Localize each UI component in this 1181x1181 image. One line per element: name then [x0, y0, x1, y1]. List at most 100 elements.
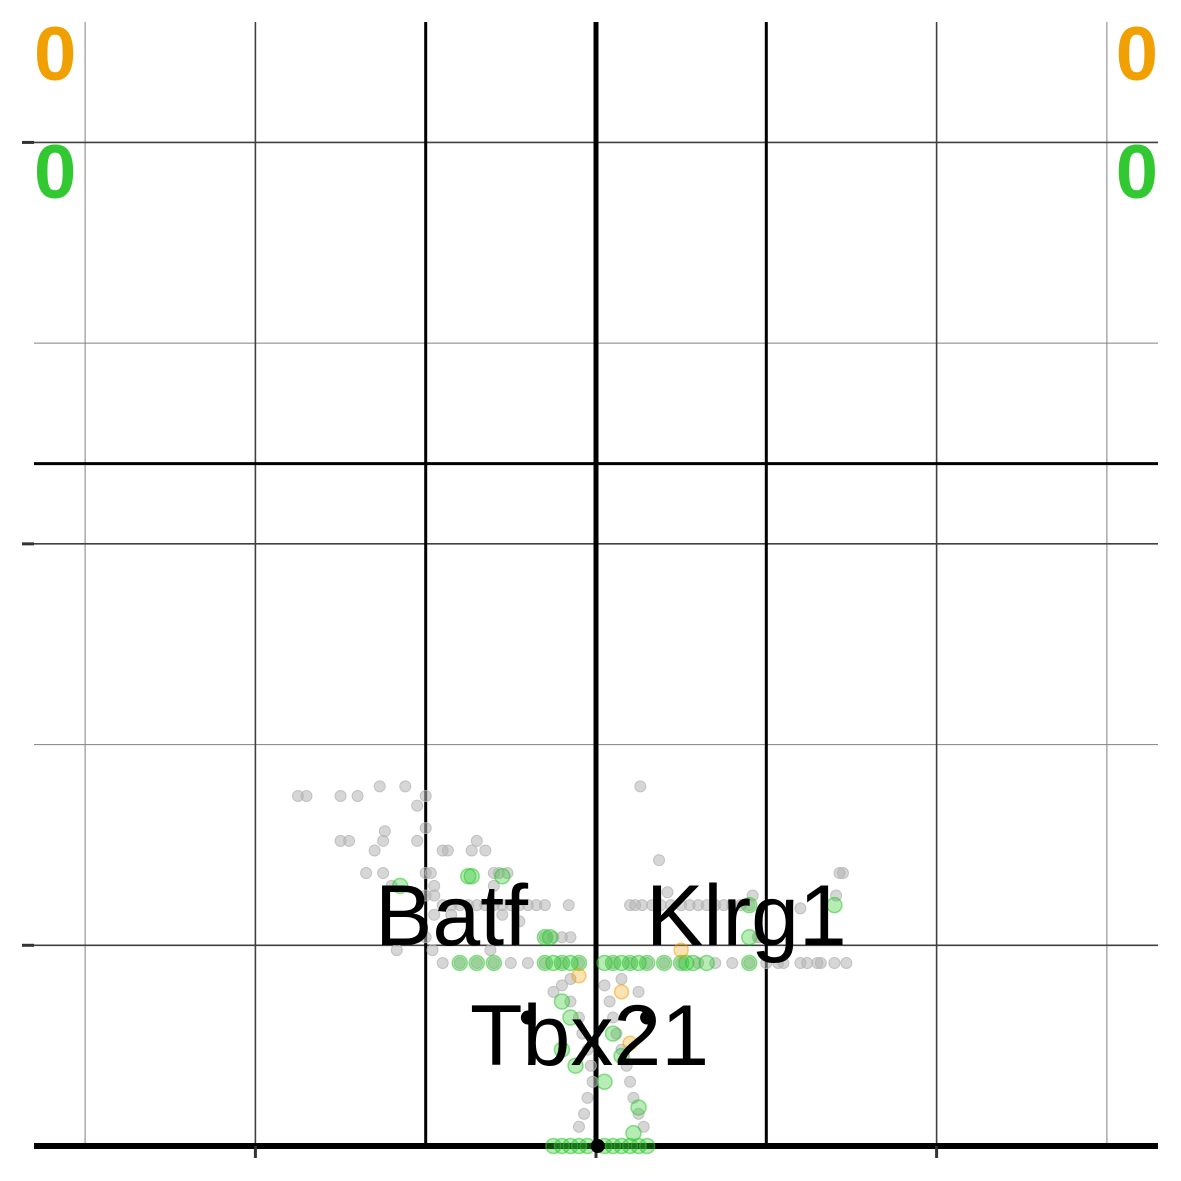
data-point-significant [536, 954, 554, 972]
data-point-not-significant [411, 834, 424, 847]
data-point-significant [463, 867, 480, 885]
data-point-not-significant [465, 844, 478, 857]
gene-label-klrg1: Klrg1 [646, 868, 847, 964]
data-point-not-significant [378, 825, 391, 838]
data-point-not-significant [624, 1075, 637, 1088]
data-point-significant [485, 954, 503, 972]
data-point-significant [684, 954, 702, 972]
data-point-significant [536, 929, 554, 946]
data-point-not-significant [368, 844, 381, 857]
data-point-not-significant [428, 908, 441, 921]
data-point-not-significant [445, 908, 458, 921]
data-point-significant [698, 954, 715, 972]
data-point-not-significant [441, 844, 454, 857]
data-point-not-significant [610, 1027, 623, 1040]
data-point-significant [741, 896, 758, 914]
data-point-not-significant [572, 1011, 585, 1024]
data-point-not-significant [607, 1011, 620, 1024]
data-point-not-significant [598, 979, 611, 992]
data-point-not-significant [840, 956, 853, 969]
data-point-not-significant [760, 956, 773, 969]
data-point-significant [562, 954, 579, 972]
data-point-not-significant [709, 956, 722, 969]
data-point-significant [613, 1137, 630, 1155]
data-point-not-significant [547, 985, 560, 998]
data-point-not-significant [470, 834, 483, 847]
data-point-not-significant [555, 956, 568, 969]
data-point-significant [613, 1047, 630, 1065]
data-point-not-significant [521, 956, 534, 969]
data-point-not-significant [814, 956, 827, 969]
data-point-not-significant [334, 789, 347, 802]
data-point-not-significant [385, 879, 398, 892]
data-point-significant [570, 1137, 588, 1155]
labeled-point-klrg1 [640, 1010, 655, 1025]
data-point-not-significant [828, 956, 841, 969]
data-point-not-significant [487, 879, 500, 892]
data-point-not-significant [424, 867, 437, 880]
data-point-up [673, 942, 689, 958]
data-point-not-significant [564, 995, 577, 1008]
data-point-significant [545, 954, 562, 972]
data-point-not-significant [584, 1059, 597, 1072]
data-point-not-significant [658, 956, 671, 969]
labeled-gene-points [520, 1010, 655, 1153]
data-point-significant [741, 954, 758, 972]
data-point-significant [468, 954, 486, 972]
data-point-not-significant [487, 956, 500, 969]
data-point-not-significant [453, 956, 466, 969]
data-points [291, 780, 853, 1155]
data-point-significant [494, 867, 511, 885]
data-point-not-significant [334, 834, 347, 847]
data-point-not-significant [399, 780, 412, 793]
data-point-not-significant [360, 867, 373, 880]
data-point-not-significant [581, 1091, 594, 1104]
data-point-not-significant [562, 899, 575, 912]
labeled-point-batf [520, 1010, 535, 1025]
data-point-not-significant [390, 944, 403, 957]
data-point-significant [562, 1009, 579, 1026]
data-point-not-significant [801, 956, 814, 969]
data-point-not-significant [479, 844, 492, 857]
count-up-top-right: 0 [1116, 12, 1158, 97]
data-point-significant [562, 1137, 579, 1155]
gene-label-batf: Batf [375, 868, 529, 964]
data-point-not-significant [504, 956, 517, 969]
data-point-not-significant [538, 956, 551, 969]
data-point-significant [638, 954, 656, 972]
data-point-not-significant [581, 1043, 594, 1056]
count-up-top-left: 0 [34, 12, 76, 97]
count-sig-top-left: 0 [34, 130, 76, 215]
threshold-lines [34, 22, 1158, 1149]
data-point-significant [621, 1137, 639, 1155]
data-point-not-significant [833, 867, 846, 880]
data-point-significant [553, 954, 571, 972]
data-point-not-significant [661, 886, 674, 899]
data-point-not-significant [743, 956, 756, 969]
data-point-significant [613, 954, 630, 972]
data-point-significant [553, 993, 571, 1010]
data-point-significant [553, 1137, 571, 1155]
data-point-not-significant [578, 1107, 591, 1120]
labeled-point-tbx21 [590, 1139, 605, 1153]
data-point-not-significant [419, 789, 432, 802]
data-point-significant [545, 1137, 562, 1155]
data-point-significant [621, 954, 639, 972]
data-point-not-significant [564, 973, 577, 986]
data-point-significant [630, 1137, 647, 1155]
data-point-significant [553, 1041, 571, 1058]
data-point-up [622, 1035, 638, 1051]
data-point-significant [604, 1025, 622, 1042]
data-point-not-significant [615, 973, 628, 986]
data-point-not-significant [373, 780, 386, 793]
data-point-not-significant [300, 789, 313, 802]
data-point-significant [451, 954, 469, 972]
data-point-not-significant [632, 985, 645, 998]
data-point-not-significant [419, 822, 432, 835]
data-point-significant [741, 929, 758, 946]
data-point-not-significant [377, 834, 390, 847]
data-point-not-significant [794, 902, 807, 915]
data-point-not-significant [351, 789, 364, 802]
data-point-not-significant [411, 799, 424, 812]
